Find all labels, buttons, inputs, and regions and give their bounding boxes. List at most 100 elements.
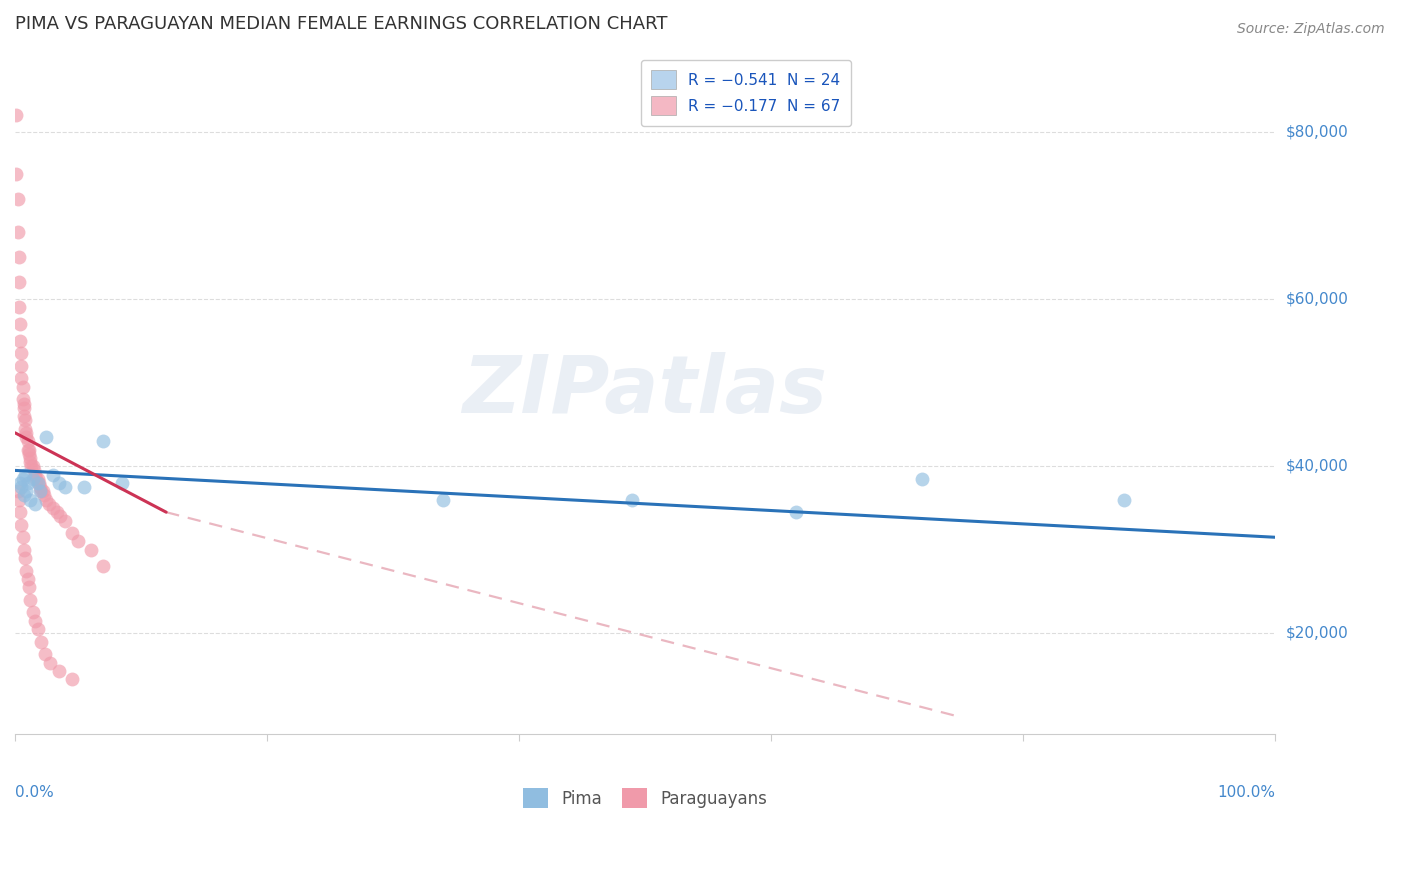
Point: [24, 614, 46, 628]
Point: [60, 526, 83, 541]
Point: [18, 442, 41, 457]
Text: 100.0%: 100.0%: [1216, 785, 1275, 800]
Point: [42, 501, 65, 516]
Point: [31, 484, 53, 499]
Point: [34, 647, 56, 661]
Text: ZIPatlas: ZIPatlas: [463, 352, 827, 430]
Point: [21, 459, 44, 474]
Point: [1112, 492, 1135, 507]
Point: [24, 467, 46, 482]
Point: [28, 475, 51, 490]
Point: [13, 542, 35, 557]
Point: [18, 450, 41, 465]
Point: [6, 225, 28, 239]
Point: [18, 492, 41, 507]
Point: [13, 396, 35, 410]
Point: [91, 434, 114, 449]
Point: [11, 472, 34, 486]
Point: [6, 484, 28, 499]
Point: [8, 317, 31, 331]
Point: [911, 472, 934, 486]
Point: [38, 497, 60, 511]
Point: [55, 480, 77, 494]
Point: [7, 492, 30, 507]
Point: [39, 656, 62, 670]
Point: [48, 664, 70, 678]
Point: [15, 564, 38, 578]
Point: [21, 472, 44, 486]
Point: [13, 401, 35, 415]
Point: [91, 559, 114, 574]
Point: [27, 472, 49, 486]
Point: [35, 430, 58, 444]
Point: [73, 480, 96, 494]
Text: $60,000: $60,000: [1286, 292, 1348, 307]
Point: [30, 634, 52, 648]
Text: $20,000: $20,000: [1286, 626, 1348, 640]
Point: [25, 472, 48, 486]
Point: [13, 409, 35, 423]
Point: [30, 484, 52, 499]
Point: [35, 492, 58, 507]
Point: [79, 542, 101, 557]
Point: [45, 505, 67, 519]
Point: [55, 514, 77, 528]
Point: [17, 434, 39, 449]
Point: [7, 301, 30, 315]
Point: [6, 108, 28, 122]
Point: [111, 475, 134, 490]
Point: [10, 517, 32, 532]
Point: [11, 392, 34, 407]
Point: [21, 606, 44, 620]
Text: $40,000: $40,000: [1286, 458, 1348, 474]
Point: [7, 276, 30, 290]
Point: [6, 192, 28, 206]
Point: [13, 488, 35, 502]
Point: [621, 492, 644, 507]
Point: [17, 572, 39, 586]
Point: [27, 622, 49, 636]
Point: [11, 530, 34, 544]
Point: [66, 534, 89, 549]
Point: [30, 484, 52, 499]
Point: [30, 480, 52, 494]
Point: [14, 413, 37, 427]
Point: [20, 459, 42, 474]
Point: [18, 580, 41, 594]
Point: [17, 475, 39, 490]
Point: [18, 447, 41, 461]
Point: [15, 484, 38, 499]
Legend: Pima, Paraguayans: Pima, Paraguayans: [516, 781, 773, 814]
Point: [6, 167, 28, 181]
Point: [18, 593, 41, 607]
Point: [24, 497, 46, 511]
Point: [10, 359, 32, 373]
Text: $80,000: $80,000: [1286, 125, 1348, 139]
Point: [785, 505, 807, 519]
Point: [14, 422, 37, 436]
Point: [27, 475, 49, 490]
Point: [11, 380, 34, 394]
Point: [15, 430, 38, 444]
Text: PIMA VS PARAGUAYAN MEDIAN FEMALE EARNINGS CORRELATION CHART: PIMA VS PARAGUAYAN MEDIAN FEMALE EARNING…: [15, 15, 668, 33]
Point: [10, 371, 32, 385]
Text: 0.0%: 0.0%: [15, 785, 53, 800]
Point: [48, 475, 70, 490]
Point: [7, 250, 30, 264]
Point: [8, 334, 31, 348]
Point: [8, 475, 31, 490]
Point: [10, 346, 32, 360]
Point: [15, 425, 38, 440]
Point: [17, 442, 39, 457]
Point: [42, 467, 65, 482]
Point: [60, 673, 83, 687]
Point: [32, 488, 55, 502]
Point: [49, 509, 72, 524]
Point: [14, 467, 37, 482]
Point: [8, 505, 31, 519]
Point: [14, 551, 37, 566]
Text: Source: ZipAtlas.com: Source: ZipAtlas.com: [1237, 22, 1385, 37]
Point: [18, 455, 41, 469]
Point: [432, 492, 454, 507]
Point: [22, 463, 45, 477]
